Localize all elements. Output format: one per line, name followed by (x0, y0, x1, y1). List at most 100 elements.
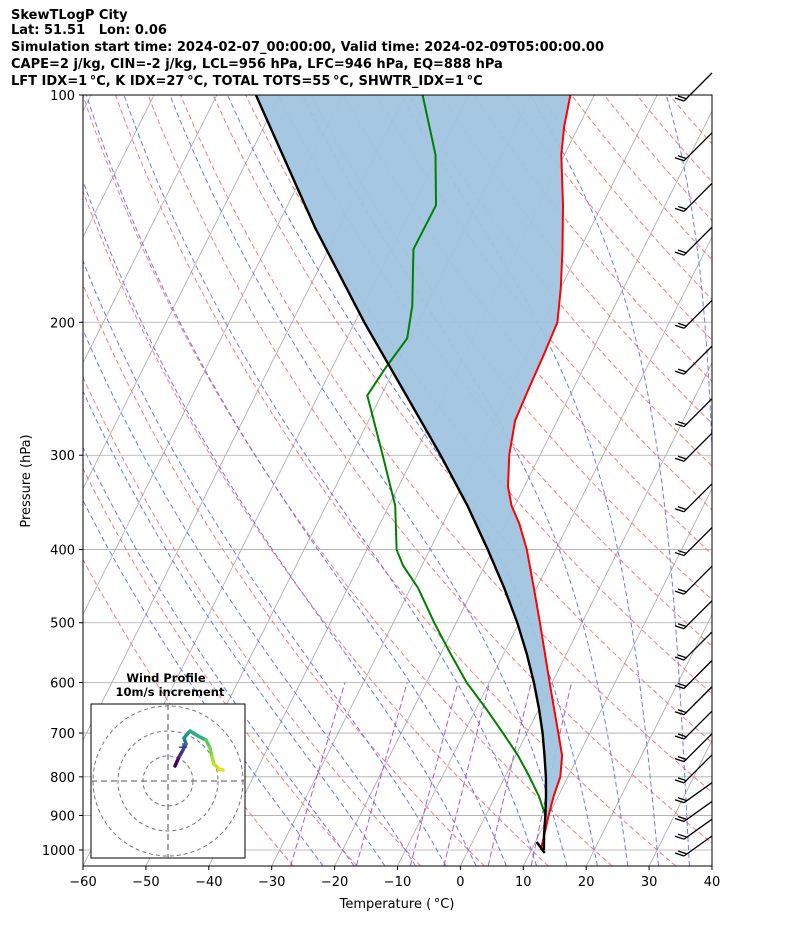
moist-adiabat (83, 499, 324, 866)
temperature-line (506, 95, 572, 851)
y-tick-label: 300 (50, 449, 75, 464)
x-tick-label: −50 (132, 875, 159, 890)
wind-barb (674, 733, 713, 763)
profile-lines (254, 95, 572, 854)
wind-barb (674, 299, 713, 329)
wind-barb (674, 600, 713, 630)
wind-barb (674, 226, 713, 256)
isotherm (83, 95, 218, 364)
wind-barb (674, 754, 713, 784)
moist-adiabat (400, 95, 660, 866)
inset-title-2: 10m/s increment (116, 685, 225, 699)
moist-adiabat (83, 179, 477, 866)
x-axis-label: Temperature ( °C) (339, 897, 455, 912)
cape-shading (255, 95, 571, 846)
parcel-start (535, 841, 546, 854)
cape-area (255, 95, 571, 846)
dry-adiabat (114, 95, 677, 866)
mixing-ratio-line (487, 682, 532, 866)
wind-profile-inset: Wind Profile 10m/s increment + (90, 671, 246, 859)
dry-adiabat (83, 190, 549, 866)
wind-barb (674, 818, 713, 840)
wind-barb (674, 132, 713, 162)
x-tick-label: 30 (641, 875, 658, 890)
x-tick-label: −40 (195, 875, 222, 890)
wind-barb (674, 631, 713, 661)
isotherm (522, 487, 712, 866)
wind-barb (674, 72, 713, 102)
dry-adiabat (83, 467, 358, 866)
y-axis-label: Pressure (hPa) (19, 434, 34, 527)
wind-barb (674, 527, 713, 557)
moist-adiabat (83, 328, 416, 866)
isotherm (648, 739, 712, 866)
wind-barb (674, 565, 713, 595)
moist-adiabat (85, 95, 507, 866)
mixing-ratio-line (355, 682, 408, 866)
wind-barb (674, 800, 713, 823)
isotherm (711, 865, 712, 866)
wind-barb (674, 345, 713, 375)
x-tick-label: 20 (578, 875, 595, 890)
dry-adiabat (180, 95, 712, 793)
wind-barb (674, 782, 713, 804)
moist-adiabat (83, 446, 355, 866)
title-line-4: CAPE=2 j/kg, CIN=-2 j/kg, LCL=956 hPa, L… (11, 57, 503, 72)
dry-adiabat (342, 95, 712, 555)
isotherm (585, 613, 712, 866)
dry-adiabat (147, 95, 712, 844)
wind-barb (674, 660, 713, 690)
wind-barb (674, 835, 713, 857)
y-tick-label: 100 (50, 89, 75, 104)
x-tick-label: 40 (704, 875, 721, 890)
wind-barb (674, 432, 713, 462)
wind-barb (674, 710, 713, 740)
moist-adiabat (665, 95, 712, 461)
inset-title-1: Wind Profile (126, 671, 206, 685)
isotherm (83, 95, 92, 113)
moist-adiabat (169, 95, 568, 866)
isotherm (83, 95, 281, 490)
dry-adiabat (570, 95, 712, 261)
hodograph-segment (217, 767, 225, 772)
mixing-ratio-line (290, 682, 346, 866)
isotherm (397, 236, 712, 866)
mixing-ratio-line (443, 682, 491, 866)
isotherm (83, 95, 155, 238)
mixing-ratio-line (530, 682, 572, 866)
y-tick-label: 700 (50, 727, 75, 742)
dry-adiabat (668, 95, 712, 145)
dry-adiabat (83, 375, 422, 866)
hodograph-ring (117, 730, 219, 832)
dry-adiabat (83, 283, 485, 866)
dry-adiabat (212, 95, 712, 744)
moist-adiabat (83, 390, 386, 866)
y-tick-label: 800 (50, 771, 75, 786)
parcel-line (254, 95, 548, 851)
title-line-2: Lat: 51.51 Lon: 0.06 (11, 23, 167, 38)
axes: −60 −50 −40 −30 −20 −10 0 10 20 30 40 100 200 300 400 5… (42, 89, 720, 890)
wind-barb (674, 182, 713, 212)
mixing-ratio-line (409, 682, 459, 866)
y-tick-label: 200 (50, 316, 75, 331)
x-tick-label: −60 (69, 875, 96, 890)
x-tick-label: −10 (384, 875, 411, 890)
y-tick-label: 1000 (42, 844, 75, 859)
y-tick-label: 400 (50, 544, 75, 559)
y-tick-label: 500 (50, 617, 75, 632)
wind-barb (674, 686, 713, 716)
x-tick-label: 10 (515, 875, 532, 890)
wind-barb (674, 483, 713, 513)
dewpoint-line (366, 95, 547, 816)
dry-adiabat (83, 95, 613, 866)
x-tick-label: −20 (321, 875, 348, 890)
isotherm (334, 110, 712, 866)
y-tick-label: 900 (50, 809, 75, 824)
x-tick-label: 0 (456, 875, 464, 890)
isotherm (460, 361, 712, 866)
moist-adiabat (123, 95, 538, 866)
dry-adiabat (603, 95, 712, 222)
moist-adiabat (83, 259, 447, 866)
title-line-3: Simulation start time: 2024-02-07_00:00:… (11, 40, 604, 55)
